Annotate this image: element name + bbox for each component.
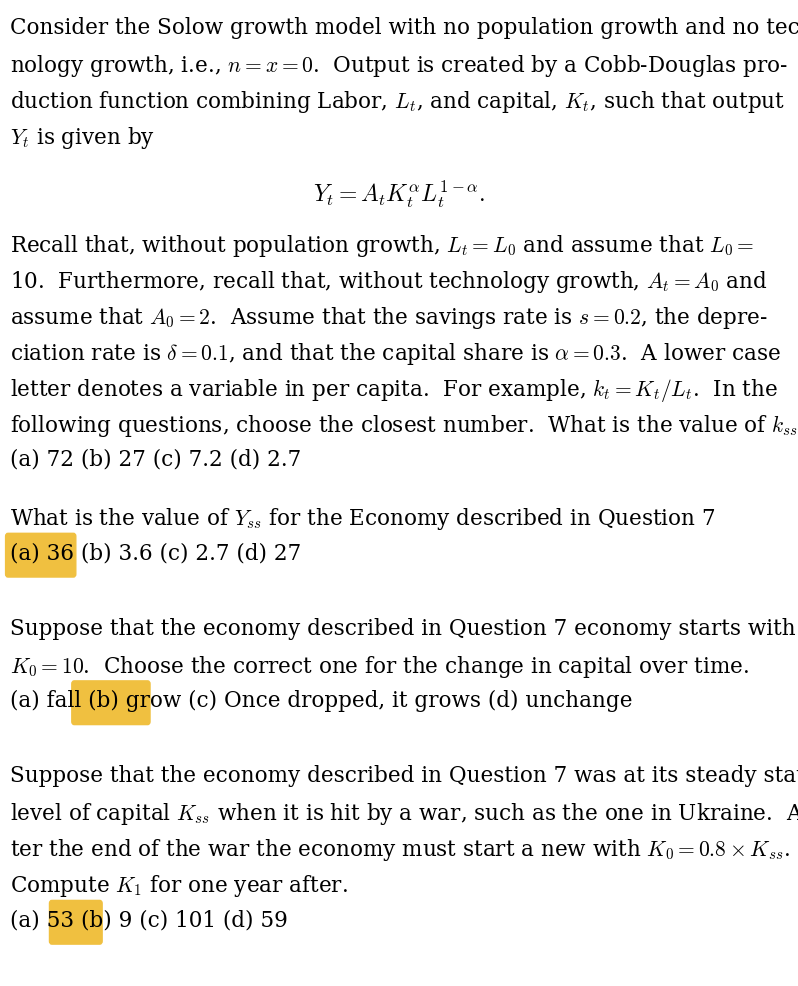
Text: Consider the Solow growth model with no population growth and no tech-: Consider the Solow growth model with no … (10, 17, 798, 38)
Text: letter denotes a variable in per capita.  For example, $k_t = K_t/L_t$.  In the: letter denotes a variable in per capita.… (10, 377, 779, 403)
Text: nology growth, i.e., $n = x = 0$.  Output is created by a Cobb-Douglas pro-: nology growth, i.e., $n = x = 0$. Output… (10, 52, 788, 79)
Text: level of capital $K_{ss}$ when it is hit by a war, such as the one in Ukraine.  : level of capital $K_{ss}$ when it is hit… (10, 802, 798, 827)
Text: (a) 36 (b) 3.6 (c) 2.7 (d) 27: (a) 36 (b) 3.6 (c) 2.7 (d) 27 (10, 542, 302, 564)
Text: Now consider growth, Suppose that $x = 0.1$ and that $n = 0.02$, i.e.,: Now consider growth, Suppose that $x = 0… (10, 985, 708, 986)
Text: $Y_t = A_t K_t^\alpha L_t^{1-\alpha}.$: $Y_t = A_t K_t^\alpha L_t^{1-\alpha}.$ (313, 178, 485, 210)
FancyBboxPatch shape (72, 681, 150, 725)
Text: $Y_t$ is given by: $Y_t$ is given by (10, 124, 156, 151)
Text: Suppose that the economy described in Question 7 was at its steady state: Suppose that the economy described in Qu… (10, 765, 798, 788)
Text: (a) fall (b) grow (c) Once dropped, it grows (d) unchange: (a) fall (b) grow (c) Once dropped, it g… (10, 690, 633, 712)
Text: $K_0 = 10$.  Choose the correct one for the change in capital over time.: $K_0 = 10$. Choose the correct one for t… (10, 654, 749, 679)
Text: ter the end of the war the economy must start a new with $K_0 = 0.8 \times K_{ss: ter the end of the war the economy must … (10, 837, 791, 864)
Text: assume that $A_0 = 2$.  Assume that the savings rate is $s = 0.2$, the depre-: assume that $A_0 = 2$. Assume that the s… (10, 305, 768, 330)
Text: (a) 72 (b) 27 (c) 7.2 (d) 2.7: (a) 72 (b) 27 (c) 7.2 (d) 2.7 (10, 449, 302, 470)
Text: (a) 53 (b) 9 (c) 101 (d) 59: (a) 53 (b) 9 (c) 101 (d) 59 (10, 909, 288, 932)
Text: What is the value of $Y_{ss}$ for the Economy described in Question 7: What is the value of $Y_{ss}$ for the Ec… (10, 506, 716, 532)
Text: 10.  Furthermore, recall that, without technology growth, $A_t = A_0$ and: 10. Furthermore, recall that, without te… (10, 268, 768, 295)
Text: Recall that, without population growth, $L_t = L_0$ and assume that $L_0 =$: Recall that, without population growth, … (10, 233, 755, 258)
Text: following questions, choose the closest number.  What is the value of $k_{ss}$?: following questions, choose the closest … (10, 412, 798, 439)
Text: duction function combining Labor, $L_t$, and capital, $K_t$, such that output: duction function combining Labor, $L_t$,… (10, 89, 785, 114)
FancyBboxPatch shape (6, 533, 76, 577)
Text: Suppose that the economy described in Question 7 economy starts with: Suppose that the economy described in Qu… (10, 618, 796, 640)
Text: ciation rate is $\delta = 0.1$, and that the capital share is $\alpha = 0.3$.  A: ciation rate is $\delta = 0.1$, and that… (10, 340, 781, 367)
FancyBboxPatch shape (49, 900, 102, 945)
Text: Compute $K_1$ for one year after.: Compute $K_1$ for one year after. (10, 874, 348, 899)
